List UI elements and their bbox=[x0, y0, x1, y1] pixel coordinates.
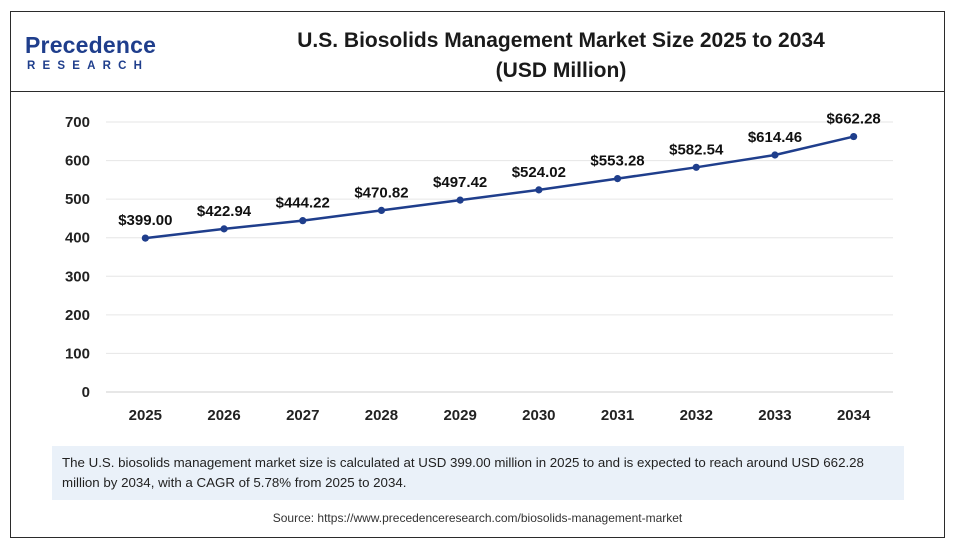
y-tick-label: 600 bbox=[65, 153, 90, 170]
series-line bbox=[145, 135, 854, 240]
x-tick-label: 2029 bbox=[443, 407, 476, 424]
x-tick-label: 2034 bbox=[837, 407, 871, 424]
data-point bbox=[850, 132, 858, 141]
summary-box: The U.S. biosolids management market siz… bbox=[52, 446, 904, 500]
y-tick-label: 100 bbox=[65, 345, 90, 362]
x-tick-label: 2025 bbox=[129, 407, 162, 424]
x-tick-label: 2033 bbox=[758, 407, 791, 424]
source-note: Source: https://www.precedenceresearch.c… bbox=[272, 511, 683, 525]
data-label: $497.42 bbox=[433, 174, 487, 191]
y-tick-label: 400 bbox=[65, 230, 90, 247]
data-label: $662.28 bbox=[827, 111, 881, 128]
data-label: $614.46 bbox=[748, 129, 802, 146]
data-label: $470.82 bbox=[354, 184, 408, 201]
data-point bbox=[771, 151, 779, 159]
line-chart: 0 100 200 300 400 500 600 700 2025 2026 2027 2028 20… bbox=[65, 111, 893, 424]
data-label: $444.22 bbox=[276, 195, 330, 212]
x-tick-label: 2031 bbox=[601, 407, 634, 424]
chart-title: U.S. Biosolids Management Market Size 20… bbox=[206, 26, 916, 86]
data-point bbox=[220, 225, 228, 233]
x-tick-label: 2032 bbox=[680, 407, 713, 424]
brand-logo: Precedence RESEARCH bbox=[25, 32, 175, 82]
chart-title-line2: (USD Million) bbox=[495, 59, 627, 82]
data-point bbox=[613, 174, 622, 183]
y-tick-label: 700 bbox=[65, 114, 90, 131]
data-point bbox=[299, 217, 307, 225]
y-tick-label: 500 bbox=[65, 191, 90, 208]
x-tick-label: 2026 bbox=[207, 407, 240, 424]
data-point bbox=[141, 234, 149, 242]
y-tick-label: 300 bbox=[65, 268, 90, 285]
data-label: $399.00 bbox=[118, 212, 172, 229]
y-tick-label: 0 bbox=[82, 384, 90, 401]
data-point bbox=[535, 186, 543, 194]
chart-title-line1: U.S. Biosolids Management Market Size 20… bbox=[297, 29, 825, 52]
x-tick-label: 2027 bbox=[286, 407, 319, 424]
data-label: $582.54 bbox=[669, 141, 724, 158]
logo-name: Precedence bbox=[25, 32, 157, 58]
data-label: $553.28 bbox=[590, 153, 644, 170]
data-label: $422.94 bbox=[197, 203, 252, 220]
data-point bbox=[692, 163, 700, 171]
data-label: $524.02 bbox=[512, 164, 566, 181]
chart-header: Precedence RESEARCH U.S. Biosolids Manag… bbox=[11, 12, 944, 92]
x-tick-label: 2028 bbox=[365, 407, 398, 424]
data-point bbox=[456, 196, 464, 204]
logo-subtitle: RESEARCH bbox=[27, 60, 150, 72]
x-tick-label: 2030 bbox=[522, 407, 555, 424]
y-tick-label: 200 bbox=[65, 307, 90, 324]
data-point bbox=[377, 206, 386, 214]
